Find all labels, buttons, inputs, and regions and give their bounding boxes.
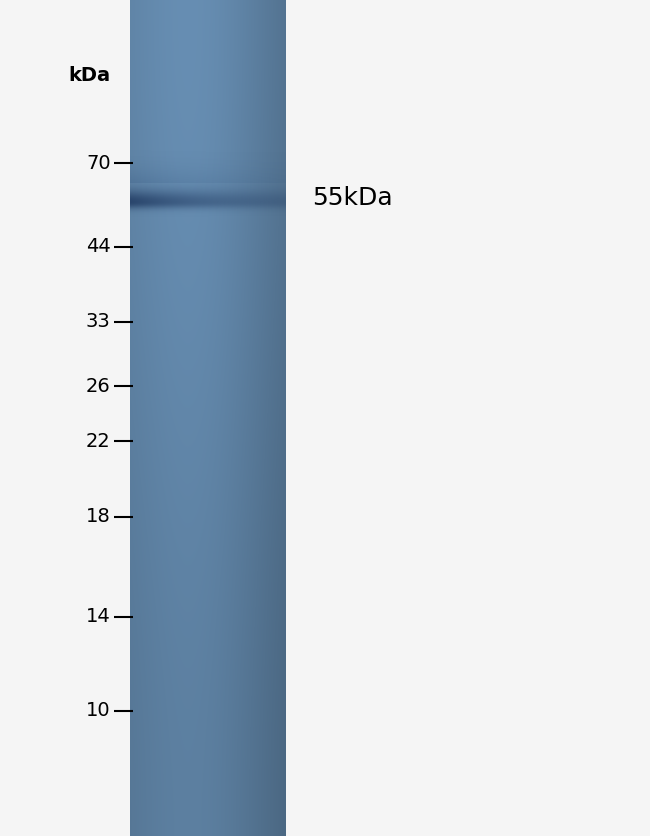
Text: 44: 44	[86, 237, 110, 256]
Text: 18: 18	[86, 507, 110, 526]
Text: 70: 70	[86, 154, 110, 172]
Text: 22: 22	[86, 432, 110, 451]
Text: 33: 33	[86, 313, 110, 331]
Text: kDa: kDa	[68, 66, 110, 84]
Text: 26: 26	[86, 377, 110, 395]
Text: 14: 14	[86, 608, 110, 626]
Text: 55kDa: 55kDa	[312, 186, 393, 210]
Text: 10: 10	[86, 701, 110, 720]
